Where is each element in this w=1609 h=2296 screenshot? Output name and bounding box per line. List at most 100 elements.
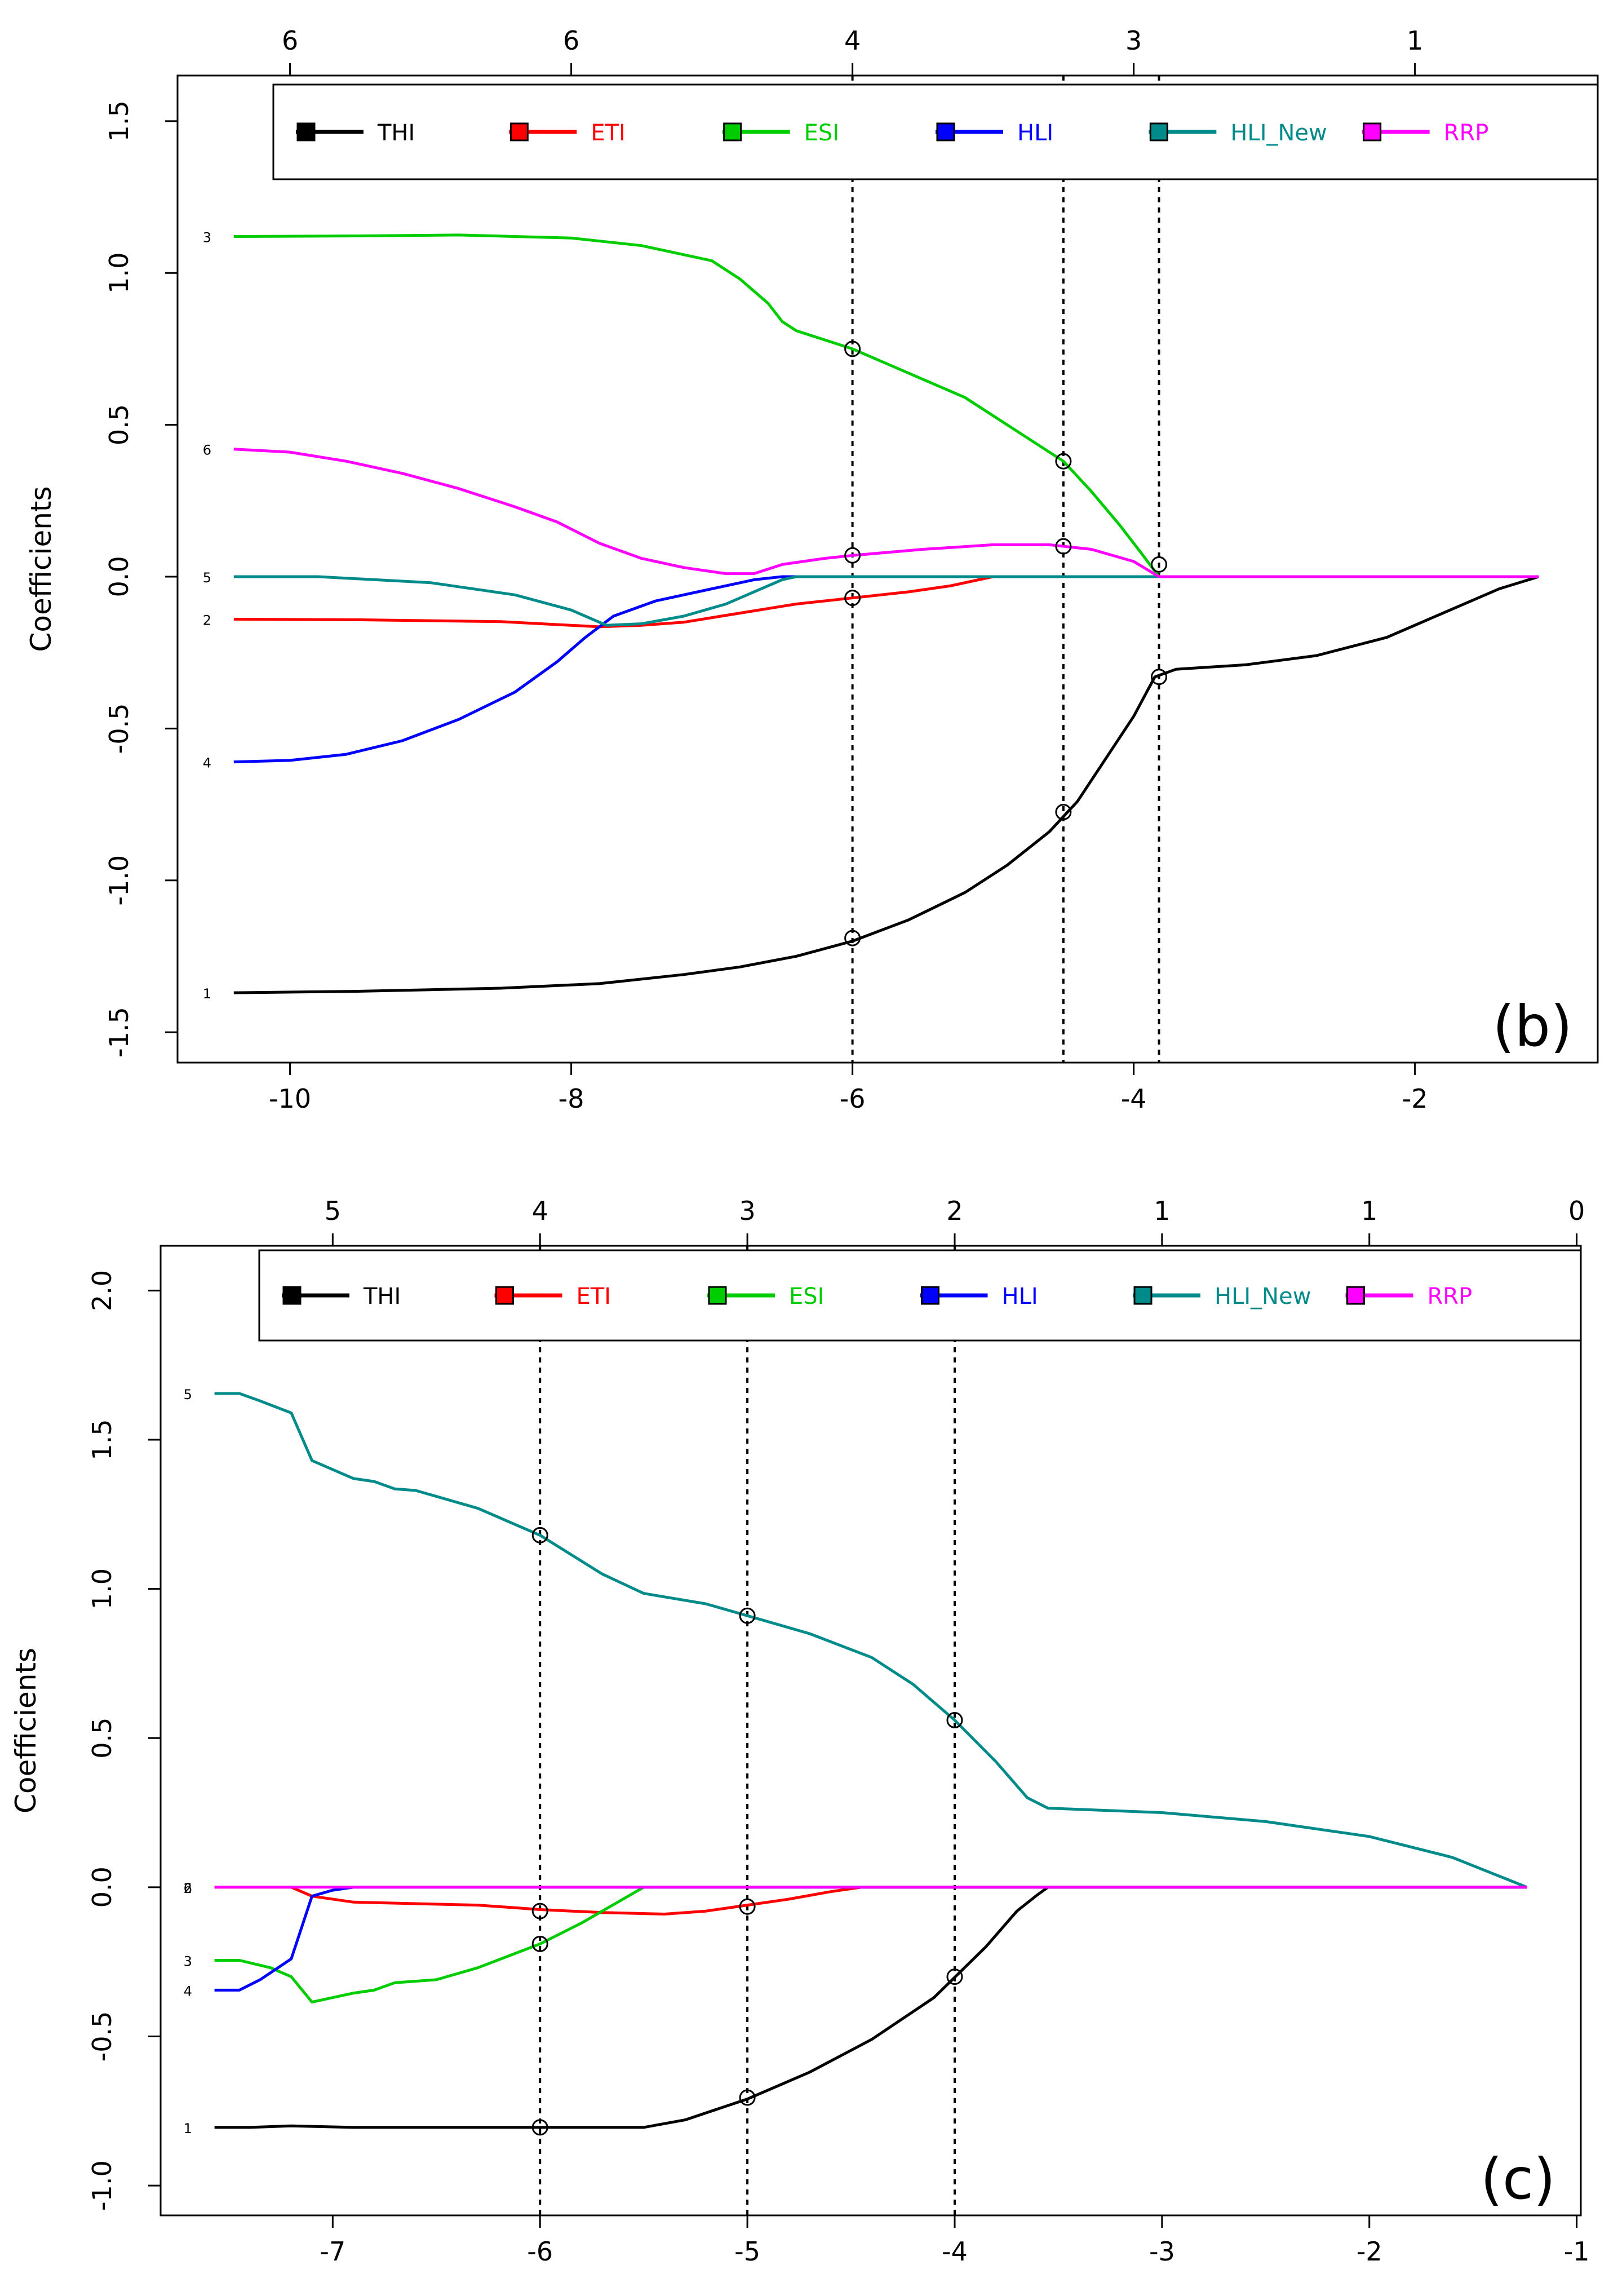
legend-label: ETI xyxy=(577,1284,611,1310)
y-tick-label: -1.5 xyxy=(104,1007,134,1058)
y-tick-label: 1.0 xyxy=(87,1568,117,1609)
legend-item-esi: ESI xyxy=(707,1284,824,1310)
path-marker xyxy=(946,1711,963,1728)
legend-item-eti: ETI xyxy=(494,1284,611,1310)
legend-label: RRP xyxy=(1444,120,1489,146)
top-tick-label: 1 xyxy=(1361,1196,1377,1226)
x-tick-label: -6 xyxy=(840,1083,866,1114)
path-marker xyxy=(844,340,861,357)
y-tick-label: -0.5 xyxy=(87,2011,117,2062)
y-tick-label: 0.0 xyxy=(104,556,134,597)
series-index-label: 1 xyxy=(184,2121,192,2136)
x-tick-label: -1 xyxy=(1564,2236,1590,2267)
top-tick-label: 0 xyxy=(1568,1196,1585,1226)
path-marker xyxy=(531,1935,548,1952)
legend-label: THI xyxy=(377,120,415,146)
series-index-label: 3 xyxy=(203,230,211,246)
x-tick-label: -10 xyxy=(269,1083,311,1114)
legend-swatch-square xyxy=(708,1286,727,1305)
y-tick-label: -1.0 xyxy=(87,2160,117,2211)
x-tick-label: -2 xyxy=(1357,2236,1382,2267)
legend-item-hli-new: HLI_New xyxy=(1149,120,1327,146)
top-tick-label: 1 xyxy=(1407,25,1423,56)
legend-label: THI xyxy=(363,1284,401,1310)
y-tick-label: 1.5 xyxy=(104,100,134,141)
legend-label: ESI xyxy=(789,1284,824,1310)
series-index-label: 6 xyxy=(203,443,211,458)
x-tick-label: -8 xyxy=(559,1083,584,1114)
legend-swatch-square xyxy=(1346,1286,1365,1305)
series-line-hli xyxy=(233,575,1539,764)
path-marker xyxy=(531,1527,548,1543)
path-marker xyxy=(844,930,861,946)
path-marker xyxy=(739,1898,756,1915)
legend-swatch-square xyxy=(723,122,742,141)
series-line-thi xyxy=(233,575,1539,994)
legend-item-esi: ESI xyxy=(722,120,839,146)
legend-item-rrp: RRP xyxy=(1345,1284,1473,1310)
legend-swatch-square xyxy=(296,122,316,141)
top-tick-label: 3 xyxy=(1125,25,1142,56)
series-line-hli-new xyxy=(214,1392,1528,1889)
panel-label: (b) xyxy=(1492,993,1572,1059)
legend-label: ETI xyxy=(591,120,626,146)
top-tick-label: 5 xyxy=(325,1196,341,1226)
series-index-label: 4 xyxy=(184,1983,192,1999)
x-tick-label: -7 xyxy=(320,2236,345,2267)
legend-swatch-square xyxy=(282,1286,302,1305)
y-tick-label: 2.0 xyxy=(87,1270,117,1311)
panel-c: -7 -6 -5 -4 -3 -2 -1 5 4 3 2 1 1 0 -1.0 -0.5 0.0 0.5 1.0 1.… xyxy=(10,1196,1590,2267)
top-tick-label: 6 xyxy=(282,25,298,56)
legend-label: HLI xyxy=(1017,120,1053,146)
series-index-label: 4 xyxy=(203,755,211,771)
legend-label: HLI_New xyxy=(1214,1284,1311,1310)
legend-item-hli: HLI xyxy=(936,120,1053,146)
legend-item-hli-new: HLI_New xyxy=(1133,1284,1311,1310)
y-axis-title: Coefficients xyxy=(10,1648,42,1813)
plot-frame xyxy=(176,74,1599,1064)
top-tick-label: 3 xyxy=(739,1196,755,1226)
x-tick-label: -6 xyxy=(527,2236,553,2267)
x-tick-label: -5 xyxy=(734,2236,760,2267)
legend-item-thi: THI xyxy=(282,1284,401,1310)
legend-label: RRP xyxy=(1428,1284,1473,1310)
y-tick-label: 1.5 xyxy=(87,1419,117,1460)
legend-swatch-square xyxy=(1149,122,1168,141)
path-marker xyxy=(844,547,861,564)
plot-frame xyxy=(159,1245,1582,2217)
legend-swatch-square xyxy=(1133,1286,1153,1305)
series-line-esi xyxy=(233,233,1539,578)
top-tick-label: 2 xyxy=(946,1196,963,1226)
legend-label: HLI_New xyxy=(1230,120,1327,146)
legend-item-eti: ETI xyxy=(509,120,626,146)
path-marker xyxy=(1055,453,1072,470)
legend-item-hli: HLI xyxy=(920,1284,1038,1310)
legend-item-thi: THI xyxy=(296,120,415,146)
legend-swatch-square xyxy=(1363,122,1382,141)
y-tick-label: 0.5 xyxy=(87,1718,117,1759)
series-line-eti xyxy=(233,575,1539,629)
series-line-thi xyxy=(214,1886,1527,2129)
path-marker xyxy=(1055,538,1072,555)
legend-swatch-square xyxy=(936,122,955,141)
path-marker xyxy=(531,2119,548,2136)
y-tick-label: -1.0 xyxy=(104,855,134,906)
path-marker xyxy=(1151,556,1168,573)
panel-b: -10 -8 -6 -4 -2 6 6 4 3 1 -1.5 -1.0 -0.5 0.0 0.5 1.0 1.5… xyxy=(25,25,1599,1114)
path-marker xyxy=(739,2089,756,2106)
series-index-label: 2 xyxy=(203,612,211,628)
path-marker xyxy=(531,1903,548,1919)
series-index-label: 5 xyxy=(203,570,211,586)
legend-label: HLI xyxy=(1002,1284,1038,1310)
series-index-label: 6 xyxy=(184,1881,192,1896)
series-line-esi xyxy=(214,1886,1527,2004)
top-tick-label: 4 xyxy=(844,25,861,56)
top-tick-label: 6 xyxy=(563,25,579,56)
y-tick-label: 0.0 xyxy=(87,1866,117,1908)
top-tick-label: 1 xyxy=(1154,1196,1170,1226)
path-marker xyxy=(844,590,861,607)
legend-item-rrp: RRP xyxy=(1362,120,1489,146)
legend-swatch-square xyxy=(509,122,529,141)
